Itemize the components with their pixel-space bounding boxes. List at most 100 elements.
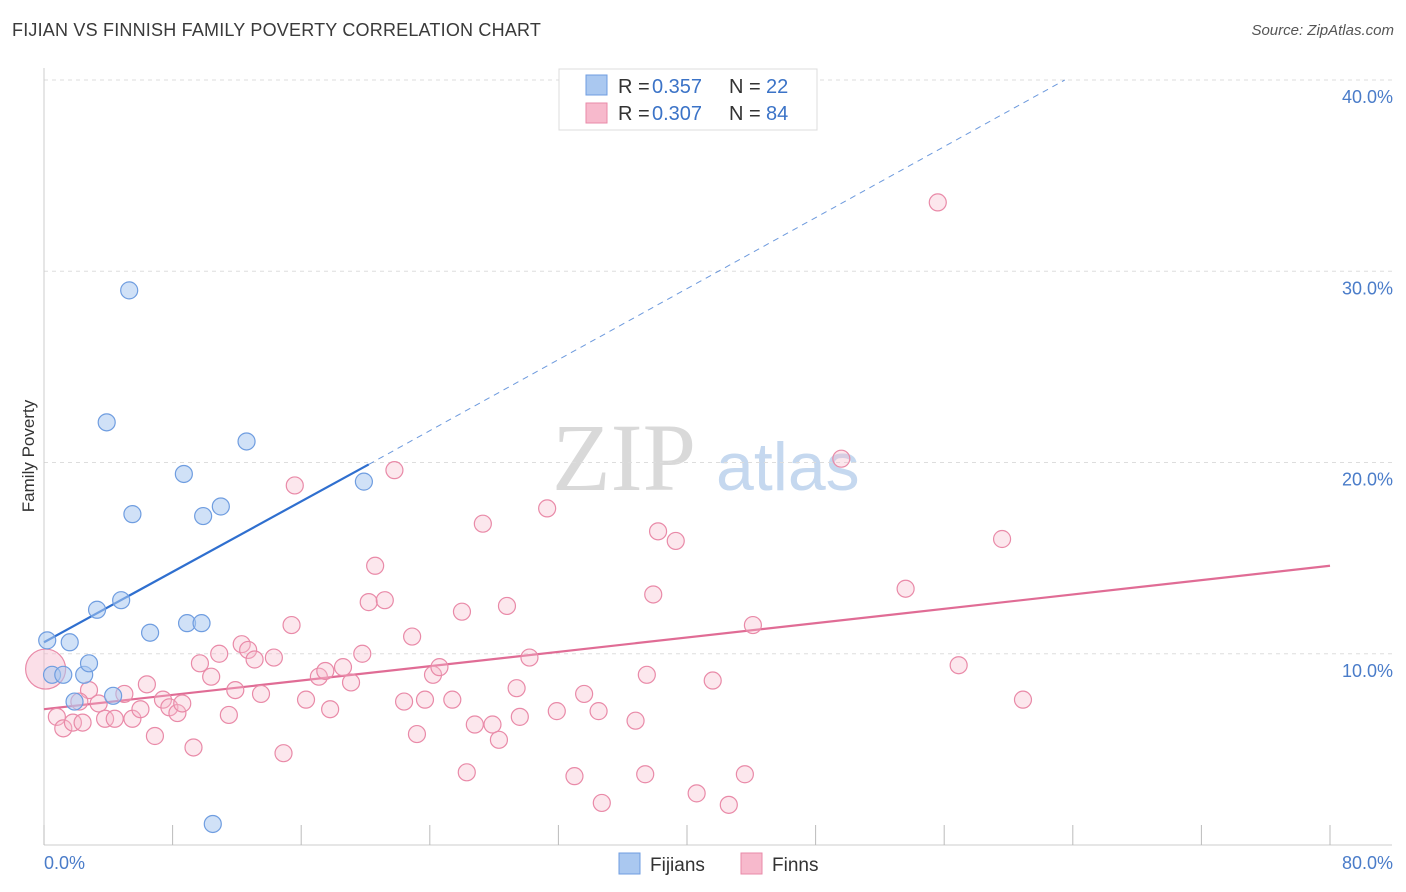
y-tick-label-40: 40.0% xyxy=(1342,87,1393,107)
finns-point xyxy=(443,690,462,709)
finns-point xyxy=(636,765,655,784)
finns-point xyxy=(239,640,258,660)
finns-point xyxy=(145,726,165,746)
finns-point xyxy=(483,715,502,734)
y-tick-label-30: 30.0% xyxy=(1342,278,1393,298)
fijians-point xyxy=(354,472,373,491)
fijians-point xyxy=(203,814,222,834)
finns-point xyxy=(648,522,668,541)
legend-finns-r-label: R = xyxy=(618,103,650,125)
finns-point xyxy=(385,461,404,480)
fijians-point xyxy=(60,633,79,652)
finns-point xyxy=(131,700,150,719)
finns-point xyxy=(687,784,706,803)
finns-point xyxy=(626,711,645,730)
finns-point xyxy=(173,694,192,713)
finns-point xyxy=(89,694,108,713)
fijians-point xyxy=(54,665,73,684)
finns-point xyxy=(592,793,611,813)
axes xyxy=(43,68,1392,846)
finns-point xyxy=(341,673,361,692)
fijians-point xyxy=(211,497,230,516)
finns-point xyxy=(415,690,435,709)
finns-point xyxy=(589,702,608,721)
finns-point xyxy=(538,499,557,518)
series-legend: Fijians Finns xyxy=(618,852,818,876)
fijians-point xyxy=(194,506,213,526)
finns-point xyxy=(73,713,92,732)
finns-point xyxy=(473,514,492,533)
fijians-point xyxy=(65,692,84,711)
finns-point xyxy=(465,715,484,734)
finns-point xyxy=(703,671,722,690)
finns-point xyxy=(353,644,372,663)
finns-point xyxy=(666,531,685,551)
finns-point xyxy=(63,713,83,732)
finns-point xyxy=(190,654,210,673)
finns-point xyxy=(407,724,427,744)
finns-point xyxy=(489,730,509,749)
legend-finns-n-value: 84 xyxy=(766,103,788,125)
fijians-point xyxy=(104,686,123,705)
y-axis-label: Family Poverty xyxy=(19,399,38,512)
finns-point xyxy=(743,615,763,635)
legend-fijians-r-label: R = xyxy=(618,76,650,98)
finns-point xyxy=(95,709,115,728)
finns-point xyxy=(47,707,66,726)
x-tick-label-max: 80.0% xyxy=(1342,853,1393,873)
fijians-point xyxy=(87,600,107,619)
finns-point xyxy=(949,656,968,675)
finns-point xyxy=(54,719,73,738)
finns-point xyxy=(333,658,353,677)
finns-point xyxy=(497,596,517,616)
y-tick-labels: 10.0% 20.0% 30.0% 40.0% xyxy=(1342,87,1393,681)
fijians-trend-extension xyxy=(368,79,1066,465)
finns-point xyxy=(430,658,449,677)
series-finns xyxy=(25,193,1033,814)
finns-point xyxy=(575,684,594,704)
finns-point xyxy=(520,648,539,667)
finns-point xyxy=(928,193,947,212)
fijians-point xyxy=(192,614,211,633)
finns-point xyxy=(219,705,238,725)
finns-point xyxy=(264,648,283,667)
trend-lines xyxy=(43,79,1331,711)
fijians-point xyxy=(237,432,256,451)
finns-point xyxy=(832,449,851,468)
finns-point xyxy=(359,593,378,612)
grid-lines xyxy=(44,79,1392,655)
source-label: Source: ZipAtlas.com xyxy=(1251,22,1394,39)
watermark-atlas: atlas xyxy=(716,429,860,505)
finns-point xyxy=(274,744,293,763)
fijians-point xyxy=(79,654,99,673)
finns-point xyxy=(321,700,340,719)
fijians-point xyxy=(140,623,160,642)
bottom-legend-swatch-finns xyxy=(740,852,763,875)
finns-point xyxy=(366,556,385,575)
finns-point xyxy=(547,702,566,721)
chart-title: FIJIAN VS FINNISH FAMILY POVERTY CORRELA… xyxy=(12,20,542,40)
finns-point xyxy=(202,667,221,686)
finns-point xyxy=(245,650,264,669)
finns-point xyxy=(644,585,663,604)
finns-point xyxy=(105,709,124,728)
finns-point xyxy=(510,707,529,726)
finns-point xyxy=(452,602,472,621)
finns-point xyxy=(992,529,1012,549)
finns-point xyxy=(168,703,187,723)
finns-point xyxy=(719,795,738,814)
legend-finns-n-label: N = xyxy=(729,103,761,125)
legend-finns-r-value: 0.307 xyxy=(652,103,702,125)
fijians-point xyxy=(38,631,57,650)
finns-point xyxy=(735,765,754,784)
x-tick-label-min: 0.0% xyxy=(44,853,85,873)
finns-point xyxy=(565,767,584,786)
fijians-point xyxy=(112,591,131,610)
finns-point xyxy=(896,579,915,598)
finns-point xyxy=(1013,690,1033,709)
y-tick-label-20: 20.0% xyxy=(1342,470,1393,490)
finns-point xyxy=(457,763,476,782)
fijians-point xyxy=(123,505,142,524)
bottom-legend-finns: Finns xyxy=(772,855,818,876)
